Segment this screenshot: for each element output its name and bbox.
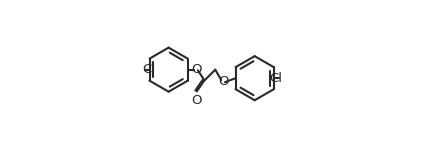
Text: O: O [191,63,201,76]
Text: O: O [218,75,229,88]
Text: Cl: Cl [269,72,282,85]
Text: O: O [191,94,201,107]
Text: Cl: Cl [142,63,155,76]
